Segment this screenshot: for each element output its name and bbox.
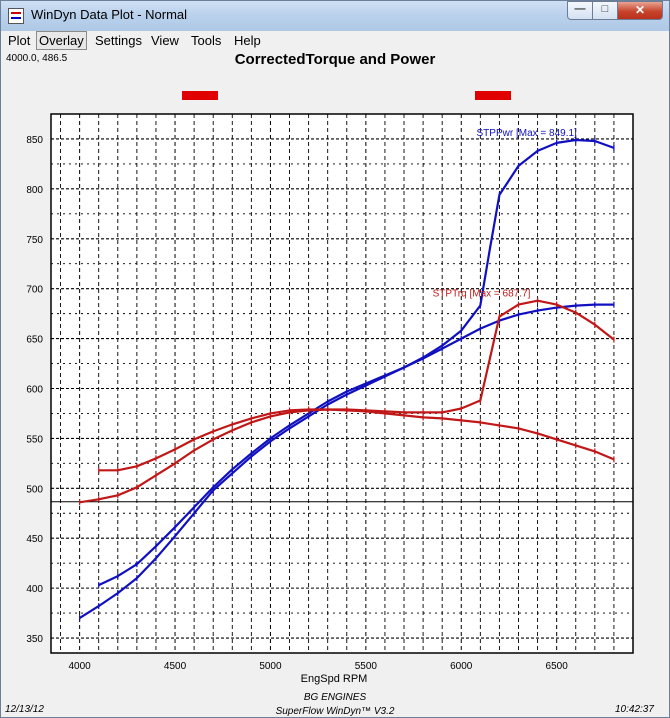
close-icon: ✕: [634, 3, 646, 17]
menu-tools[interactable]: Tools: [191, 33, 222, 48]
footer-software: SuperFlow WinDyn™ V3.2: [275, 706, 395, 717]
y-tick-label: 500: [26, 484, 43, 495]
x-tick-label: 5500: [355, 661, 378, 672]
minimize-icon: —: [574, 3, 586, 15]
y-tick-label: 550: [26, 434, 43, 445]
menu-view[interactable]: View: [151, 33, 179, 48]
y-tick-label: 450: [26, 534, 43, 545]
footer-time: 10:42:37: [615, 704, 654, 715]
x-tick-label: 6000: [450, 661, 473, 672]
x-axis-label: EngSpd RPM: [301, 673, 368, 685]
menu-help[interactable]: Help: [234, 33, 261, 48]
chart-title: CorrectedTorque and Power: [234, 51, 436, 68]
footer-company: BG ENGINES: [303, 692, 367, 703]
cursor-coordinates: 4000.0, 486.5: [6, 53, 68, 64]
x-tick-label: 5000: [259, 661, 282, 672]
y-tick-label: 800: [26, 185, 43, 196]
window-title: WinDyn Data Plot - Normal: [31, 7, 188, 22]
app-chart-icon[interactable]: [8, 8, 24, 24]
menu-overlay[interactable]: Overlay: [36, 31, 87, 50]
series-annotation: STPTrq [Max = 687.7]: [433, 289, 531, 300]
menu-settings[interactable]: Settings: [95, 33, 142, 48]
x-tick-label: 4500: [164, 661, 187, 672]
footer-date: 12/13/12: [5, 704, 44, 715]
series-annotation: STPPwr [Max = 849.1]: [477, 128, 578, 139]
power-scale-marker[interactable]: [475, 91, 511, 100]
x-tick-label: 6500: [546, 661, 569, 672]
y-tick-label: 850: [26, 135, 43, 146]
maximize-button[interactable]: □: [592, 1, 618, 20]
plot-area: [50, 113, 634, 654]
maximize-icon: □: [601, 3, 609, 15]
y-tick-label: 750: [26, 235, 43, 246]
dyno-chart[interactable]: 350 400 450 500 550 600 650 700 750 800 850 4000 45…: [1, 101, 669, 701]
y-tick-label: 600: [26, 384, 43, 395]
minimize-button[interactable]: —: [567, 1, 593, 20]
y-tick-label: 400: [26, 584, 43, 595]
menu-bar: Plot Overlay Settings View Tools Help: [1, 31, 669, 50]
title-bar[interactable]: WinDyn Data Plot - Normal — □ ✕: [1, 1, 669, 31]
close-button[interactable]: ✕: [617, 1, 663, 20]
menu-plot[interactable]: Plot: [8, 33, 31, 48]
x-tick-label: 4000: [68, 661, 91, 672]
y-tick-label: 700: [26, 285, 43, 296]
torque-scale-marker[interactable]: [182, 91, 218, 100]
y-tick-label: 350: [26, 634, 43, 645]
y-tick-label: 650: [26, 335, 43, 346]
